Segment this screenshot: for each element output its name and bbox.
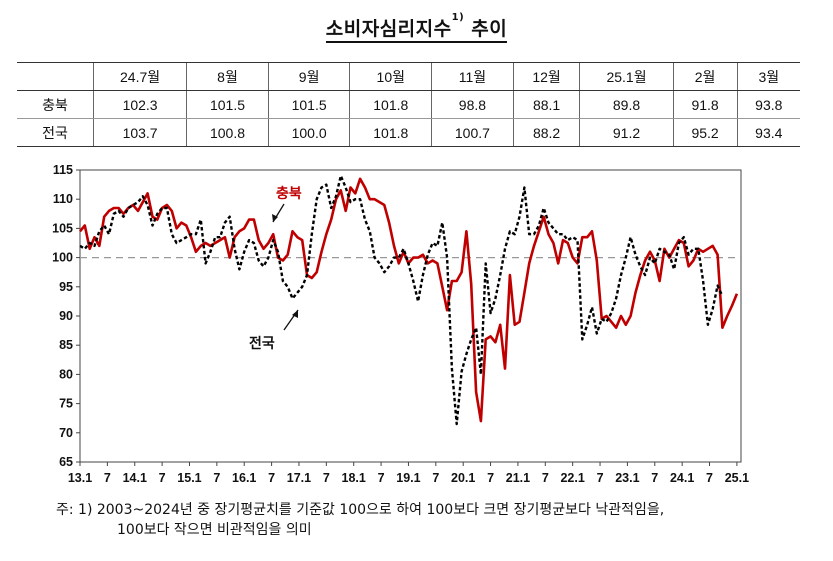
x-tick-label: 15.1 (177, 471, 201, 485)
table-row-national: 전국 103.7 100.8 100.0 101.8 100.7 88.2 91… (17, 118, 800, 147)
x-tick-label: 7 (487, 471, 494, 485)
table-cell: 103.7 (92, 118, 187, 147)
x-tick-label: 7 (378, 471, 385, 485)
row-label: 충북 (17, 90, 94, 119)
footnote-line-1: 주: 1) 2003~2024년 중 장기평균치를 기준값 100으로 하여 1… (56, 502, 665, 518)
footnote-line-2: 100보다 작으면 비관적임을 의미 (117, 522, 312, 538)
x-tick-label: 7 (323, 471, 330, 485)
table-cell: 93.8 (736, 90, 800, 119)
y-tick-label: 95 (59, 280, 73, 294)
y-tick-label: 85 (59, 338, 73, 352)
row-label: 전국 (17, 118, 94, 147)
table-cell: 100.0 (267, 118, 350, 147)
table-cell: 101.8 (349, 118, 432, 147)
table-cell: 93.4 (736, 118, 800, 147)
y-tick-label: 75 (59, 397, 73, 411)
x-tick-label: 20.1 (451, 471, 475, 485)
y-tick-label: 100 (52, 251, 73, 265)
x-tick-label: 7 (159, 471, 166, 485)
column-header: 2월 (672, 62, 738, 91)
x-tick-label: 25.1 (725, 471, 749, 485)
y-tick-label: 90 (59, 309, 73, 323)
column-header: 8월 (186, 62, 269, 91)
index-table: 24.7월 8월 9월 10월 11월 12월 25.1월 2월 3월 충북 1… (17, 62, 800, 147)
column-header: 3월 (736, 62, 800, 91)
annotation-arrowhead-national (292, 310, 298, 318)
x-tick-label: 21.1 (506, 471, 530, 485)
table-header-row: 24.7월 8월 9월 10월 11월 12월 25.1월 2월 3월 (17, 62, 800, 91)
y-tick-label: 70 (59, 426, 73, 440)
annotation-arrowhead-chungbuk (272, 214, 278, 222)
x-tick-label: 7 (706, 471, 713, 485)
column-header: 12월 (512, 62, 580, 91)
x-tick-label: 7 (213, 471, 220, 485)
table-cell: 101.5 (267, 90, 350, 119)
x-tick-label: 13.1 (68, 471, 92, 485)
annotation-national: 전국 (249, 335, 275, 352)
table-cell: 101.8 (349, 90, 432, 119)
column-header: 25.1월 (579, 62, 674, 91)
title-suffix: 추이 (471, 18, 508, 40)
table-cell: 101.5 (186, 90, 269, 119)
table-corner (17, 62, 94, 91)
table-cell: 100.8 (186, 118, 269, 147)
title-text: 소비자심리지수 (325, 18, 452, 40)
y-tick-label: 105 (52, 221, 73, 235)
table-cell: 98.8 (431, 90, 514, 119)
x-tick-label: 17.1 (287, 471, 311, 485)
annotation-chungbuk: 충북 (276, 186, 302, 202)
table-cell: 91.2 (579, 118, 674, 147)
y-tick-label: 110 (53, 192, 73, 206)
y-tick-label: 115 (53, 163, 73, 177)
footnote: 주: 1) 2003~2024년 중 장기평균치를 기준값 100으로 하여 1… (56, 500, 664, 540)
x-tick-label: 14.1 (123, 471, 147, 485)
page-title: 소비자심리지수1) 추이 (0, 12, 833, 43)
plot-area (79, 169, 742, 463)
x-tick-label: 23.1 (615, 471, 639, 485)
x-tick-label: 7 (651, 471, 658, 485)
table-cell: 95.2 (672, 118, 738, 147)
x-tick-label: 7 (268, 471, 275, 485)
table-cell: 88.1 (512, 90, 580, 119)
title-footnote-mark: 1) (451, 12, 465, 23)
table-cell: 88.2 (512, 118, 580, 147)
column-header: 24.7월 (92, 62, 187, 91)
y-tick-label: 65 (59, 455, 73, 469)
x-tick-label: 7 (432, 471, 439, 485)
table-cell: 89.8 (579, 90, 674, 119)
column-header: 9월 (267, 62, 350, 91)
x-tick-label: 18.1 (342, 471, 366, 485)
x-tick-label: 16.1 (232, 471, 256, 485)
table-cell: 102.3 (92, 90, 187, 119)
x-tick-label: 22.1 (560, 471, 584, 485)
table-cell: 100.7 (431, 118, 514, 147)
column-header: 10월 (349, 62, 432, 91)
x-tick-label: 7 (104, 471, 111, 485)
sentiment-line-chart: 115 110 105 100 95 90 85 80 75 70 65 13.1 7 14.1 7 15.1… (52, 163, 749, 485)
x-tick-label: 19.1 (396, 471, 420, 485)
column-header: 11월 (431, 62, 514, 91)
x-tick-label: 7 (597, 471, 604, 485)
table-row-chungbuk: 충북 102.3 101.5 101.5 101.8 98.8 88.1 89.… (17, 90, 800, 119)
x-tick-label: 24.1 (670, 471, 694, 485)
x-tick-label: 7 (542, 471, 549, 485)
table-cell: 91.8 (672, 90, 738, 119)
y-tick-label: 80 (59, 367, 73, 381)
